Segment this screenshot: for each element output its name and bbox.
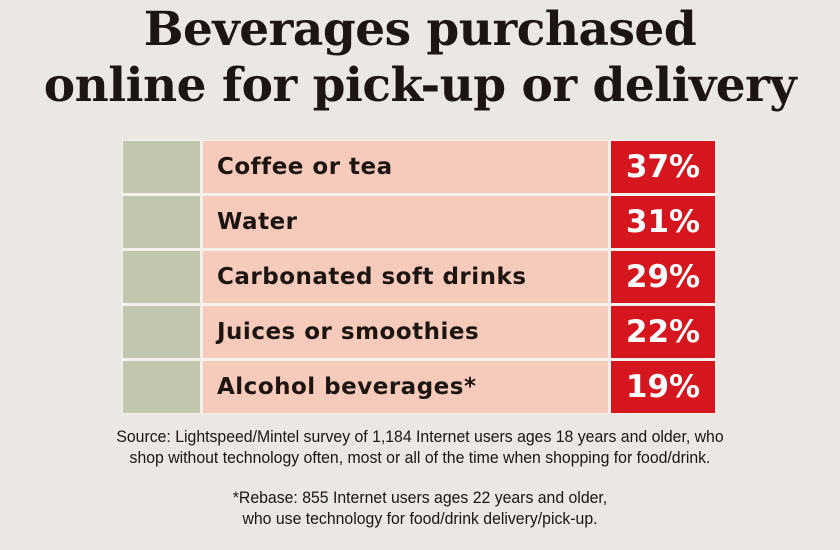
footnote-line-2: who use technology for food/drink delive… <box>242 509 598 528</box>
source-line-2: shop without technology often, most or a… <box>129 448 711 467</box>
row-value: 31% <box>611 196 715 248</box>
row-label: Carbonated soft drinks <box>203 251 608 303</box>
table-row: Carbonated soft drinks 29% <box>123 251 715 303</box>
title-line-1: Beverages purchased <box>143 2 697 57</box>
row-swatch <box>123 361 200 413</box>
row-value: 37% <box>611 141 715 193</box>
table-row: Coffee or tea 37% <box>123 141 715 193</box>
footnote: *Rebase: 855 Internet users ages 22 year… <box>29 487 810 529</box>
source-note: Source: Lightspeed/Mintel survey of 1,18… <box>29 426 810 468</box>
chart-title: Beverages purchased online for pick-up o… <box>0 2 840 114</box>
row-swatch <box>123 251 200 303</box>
row-label: Water <box>203 196 608 248</box>
table-row: Water 31% <box>123 196 715 248</box>
row-value: 29% <box>611 251 715 303</box>
data-table: Coffee or tea 37% Water 31% Carbonated s… <box>122 140 716 414</box>
row-label: Juices or smoothies <box>203 306 608 358</box>
row-swatch <box>123 141 200 193</box>
source-line-1: Source: Lightspeed/Mintel survey of 1,18… <box>116 427 724 446</box>
row-label: Coffee or tea <box>203 141 608 193</box>
table-row: Juices or smoothies 22% <box>123 306 715 358</box>
table-row: Alcohol beverages* 19% <box>123 361 715 413</box>
row-swatch <box>123 196 200 248</box>
row-label: Alcohol beverages* <box>203 361 608 413</box>
row-swatch <box>123 306 200 358</box>
row-value: 19% <box>611 361 715 413</box>
row-value: 22% <box>611 306 715 358</box>
footnote-line-1: *Rebase: 855 Internet users ages 22 year… <box>232 488 608 507</box>
title-line-2: online for pick-up or delivery <box>43 58 797 113</box>
